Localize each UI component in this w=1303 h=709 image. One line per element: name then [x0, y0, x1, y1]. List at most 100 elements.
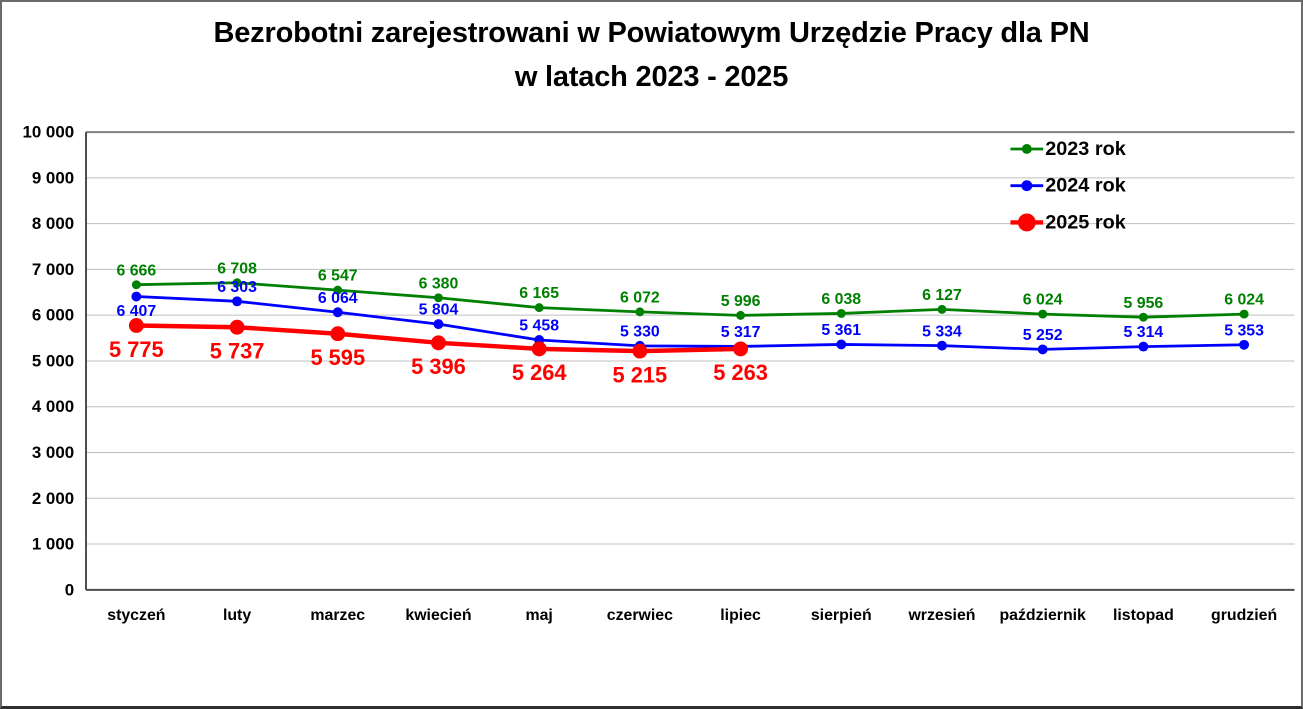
data-label: 5 314 [1124, 324, 1164, 341]
data-label: 5 330 [620, 323, 660, 340]
data-point-marker [232, 296, 243, 307]
data-label: 5 264 [512, 360, 567, 385]
x-axis-label: maj [525, 607, 552, 624]
data-point-marker [534, 303, 544, 313]
x-axis-label: marzec [310, 607, 365, 624]
chart-title-line2: w latach 2023 - 2025 [514, 61, 789, 93]
data-point-marker [128, 318, 144, 333]
y-axis-label: 3 000 [32, 443, 74, 462]
data-label: 5 775 [109, 337, 164, 362]
data-point-marker [232, 278, 242, 288]
data-point-marker [131, 291, 142, 302]
data-point-marker [434, 293, 443, 303]
y-axis-label: 0 [65, 580, 74, 599]
x-axis-label: wrzesień [907, 607, 975, 624]
x-axis-label: luty [223, 607, 251, 624]
data-label: 5 361 [821, 322, 861, 339]
x-axis-label: styczeń [107, 607, 165, 624]
data-label: 5 595 [310, 345, 365, 370]
y-axis-label: 2 000 [32, 489, 74, 508]
data-point-marker [736, 310, 746, 320]
y-axis-label: 4 000 [32, 397, 74, 416]
y-axis-label: 5 000 [32, 351, 74, 370]
x-axis-label: czerwiec [607, 607, 673, 624]
data-point-marker [1138, 312, 1148, 322]
y-axis-label: 7 000 [32, 260, 74, 279]
data-point-marker [1038, 309, 1048, 319]
data-label: 6 127 [922, 287, 962, 304]
y-axis-label: 9 000 [32, 168, 74, 187]
data-point-marker [1239, 309, 1249, 319]
data-label: 5 334 [922, 323, 962, 340]
data-point-marker [836, 308, 846, 318]
legend-item-2023-rok: 2023 rok [1010, 138, 1127, 160]
data-label: 6 708 [217, 260, 257, 277]
y-gridlines [86, 177, 1295, 545]
data-label: 6 666 [116, 262, 156, 279]
chart-title: Bezrobotni zarejestrowani w Powiatowym U… [2, 11, 1301, 99]
x-axis-label: grudzień [1211, 607, 1277, 624]
data-label: 5 737 [210, 339, 265, 364]
data-point-marker [937, 340, 947, 351]
y-axis-label: 10 000 [22, 123, 74, 142]
legend-label: 2023 rok [1045, 138, 1127, 160]
data-point-marker [531, 341, 547, 357]
data-label: 5 215 [613, 362, 668, 387]
series-line [136, 281, 1245, 319]
x-axis-label: listopad [1113, 607, 1174, 624]
chart-legend: 2023 rok 2024 rok 2025 rok [1010, 138, 1127, 233]
data-label: 6 024 [1224, 292, 1264, 309]
data-label: 6 165 [519, 285, 559, 302]
data-point-marker [632, 343, 648, 359]
legend-item-2025-rok: 2025 rok [1010, 211, 1127, 233]
series-2025-rok: 5 775 5 737 5 595 5 396 5 264 5 215 5 263 [109, 318, 768, 387]
data-point-marker [330, 326, 346, 342]
data-point-marker [1138, 341, 1149, 352]
legend-item-2024-rok: 2024 rok [1010, 175, 1127, 197]
data-point-marker [333, 285, 343, 295]
legend-label: 2024 rok [1045, 175, 1127, 197]
data-label: 6 038 [821, 291, 861, 308]
data-label: 6 072 [620, 289, 660, 306]
data-point-marker [431, 335, 446, 351]
data-label: 5 996 [721, 293, 761, 310]
y-axis-label: 8 000 [32, 214, 74, 233]
data-point-marker [635, 307, 645, 317]
data-label: 5 252 [1023, 327, 1063, 344]
data-label: 6 547 [318, 268, 358, 285]
y-axis-labels: 0 1 000 2 000 3 000 4 000 5 000 6 000 7 000 8 00… [22, 123, 74, 600]
series-2024-rok: 6 407 6 303 6 064 5 804 5 458 5 330 5 317 5 361… [116, 279, 1264, 355]
data-label: 5 263 [713, 360, 768, 385]
data-point-marker [131, 280, 141, 290]
x-axis-label: lipiec [720, 607, 761, 624]
x-axis-label: sierpień [811, 607, 872, 624]
data-label: 6 380 [419, 275, 459, 292]
data-label: 5 396 [411, 354, 466, 379]
data-label: 6 064 [318, 290, 358, 307]
y-axis-label: 6 000 [32, 306, 74, 325]
data-label: 6 407 [116, 303, 156, 320]
x-axis-labels: styczeń luty marzec kwiecień maj czerwiec lipi… [107, 607, 1277, 624]
legend-marker [1021, 180, 1033, 192]
data-label: 5 353 [1224, 322, 1264, 339]
data-label: 5 458 [519, 318, 559, 335]
x-axis-label: kwiecień [405, 607, 471, 624]
legend-marker [1017, 213, 1036, 232]
series-line [136, 295, 1245, 351]
data-point-marker [332, 307, 343, 318]
data-point-marker [937, 304, 947, 314]
data-point-marker [229, 319, 245, 335]
data-label: 5 317 [721, 324, 761, 341]
data-label: 6 024 [1023, 292, 1063, 309]
data-label: 5 956 [1124, 295, 1164, 312]
series-2023-rok: 6 666 6 708 6 547 6 380 6 165 6 072 5 996 6 038… [116, 260, 1264, 322]
data-point-marker [733, 341, 749, 357]
legend-marker [1021, 143, 1032, 154]
data-point-marker [1239, 339, 1250, 350]
data-point-marker [836, 339, 847, 350]
data-point-marker [1037, 344, 1048, 355]
data-point-marker [433, 319, 444, 330]
chart-title-line1: Bezrobotni zarejestrowani w Powiatowym U… [213, 17, 1090, 49]
